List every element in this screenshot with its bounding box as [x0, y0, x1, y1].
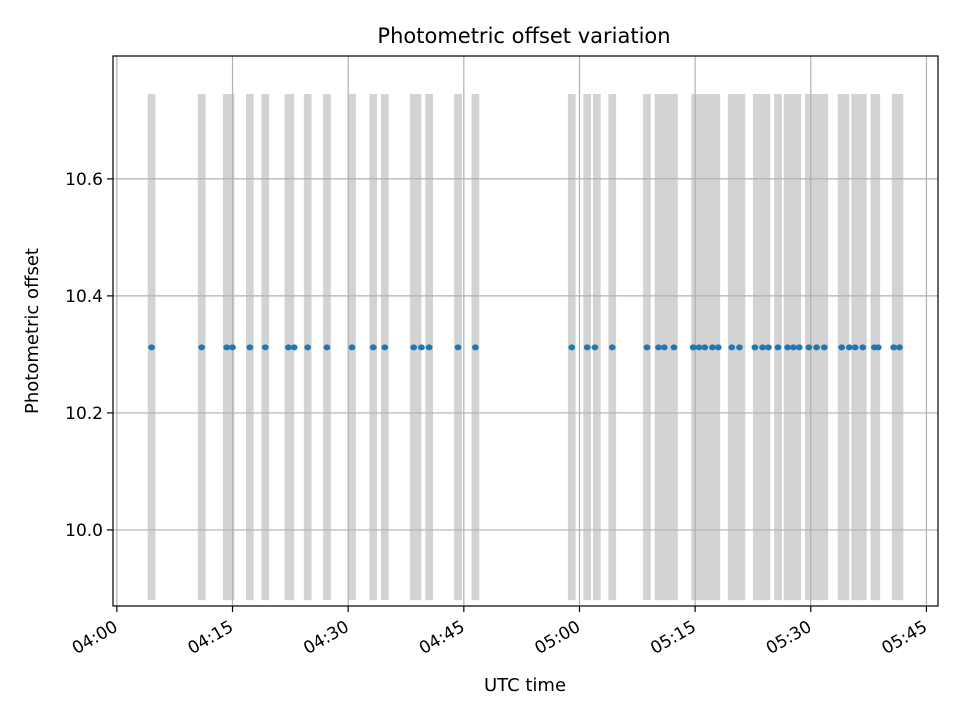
data-point [813, 344, 820, 351]
data-point [591, 344, 599, 351]
data-point [660, 344, 668, 351]
data-point [290, 344, 298, 351]
data-point [223, 344, 231, 351]
data-point [838, 344, 846, 351]
data-point [874, 344, 882, 351]
data-point [655, 344, 662, 351]
data-point [410, 344, 418, 351]
data-points [148, 344, 903, 351]
data-point [790, 344, 797, 351]
x-axis-label: UTC time [484, 675, 566, 696]
chart-title: Photometric offset variation [377, 24, 670, 48]
data-point [198, 344, 206, 351]
y-tick-label: 10.0 [65, 521, 103, 541]
data-point [304, 344, 312, 351]
data-point [285, 344, 292, 351]
data-point [805, 344, 813, 351]
data-point [381, 344, 389, 351]
plot-area [112, 55, 939, 607]
y-tick-label: 10.2 [65, 404, 103, 424]
data-point [425, 344, 433, 351]
data-point [845, 344, 853, 351]
data-point [759, 344, 766, 351]
data-point [348, 344, 356, 351]
data-point [820, 344, 828, 351]
data-point [246, 344, 254, 351]
data-point [784, 344, 792, 351]
data-point [261, 344, 269, 351]
data-point [323, 344, 331, 351]
data-point [714, 344, 722, 351]
y-axis-ticks: 10.0 10.2 10.4 10.6 [65, 170, 113, 541]
y-tick-label: 10.6 [65, 170, 103, 190]
data-point [751, 344, 759, 351]
data-point [670, 344, 678, 351]
y-tick-label: 10.4 [65, 287, 103, 307]
data-point [764, 344, 772, 351]
data-point [471, 344, 479, 351]
data-point [148, 344, 155, 351]
data-point [583, 344, 591, 351]
data-point [643, 344, 651, 351]
data-point [890, 344, 898, 351]
shaded-interval [851, 94, 867, 601]
plot-frame [112, 55, 939, 607]
data-point [896, 344, 903, 351]
data-point [369, 344, 377, 351]
y-axis-label: Photometric offset [22, 248, 43, 414]
data-point [454, 344, 462, 351]
data-point [709, 344, 716, 351]
gridlines [113, 56, 938, 606]
data-point [728, 344, 736, 351]
data-point [851, 344, 859, 351]
data-point [689, 344, 697, 351]
data-point [795, 344, 803, 351]
data-point [859, 344, 867, 351]
data-point [695, 344, 703, 351]
data-point [568, 344, 576, 351]
data-point [418, 344, 425, 351]
data-point [608, 344, 616, 351]
data-point [229, 344, 236, 351]
data-point [774, 344, 782, 351]
data-point [736, 344, 743, 351]
data-point [701, 344, 709, 351]
